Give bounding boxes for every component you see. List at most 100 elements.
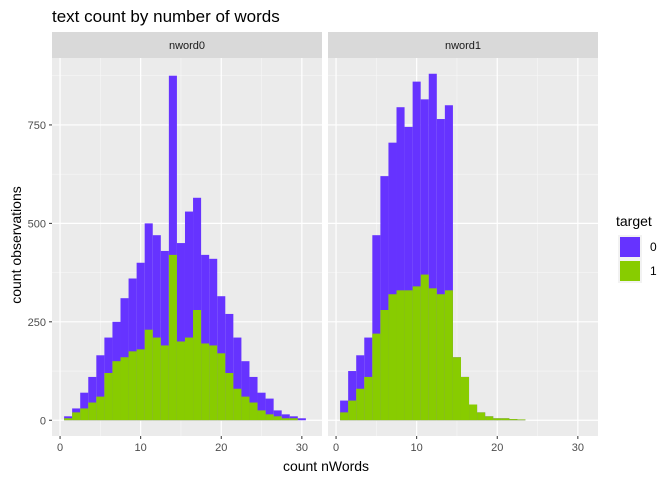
bar-target-1 — [364, 376, 373, 421]
bar-target-1 — [72, 412, 81, 421]
x-tick-label: 0 — [57, 442, 63, 454]
bar-target-1 — [493, 418, 502, 421]
facet-strip-label: nword1 — [445, 40, 481, 52]
bar-target-0 — [428, 73, 437, 421]
bar-target-1 — [104, 373, 113, 421]
facet-strip — [328, 32, 598, 58]
bar-target-0 — [128, 278, 137, 421]
bar-target-1 — [112, 361, 121, 421]
legend-item-0: 0 — [618, 235, 657, 259]
bar-target-0 — [404, 126, 413, 421]
bar-target-1 — [257, 410, 266, 421]
bar-target-1 — [452, 357, 461, 421]
bar-target-0 — [168, 75, 177, 421]
bar-target-1 — [517, 419, 526, 421]
legend-item-1: 1 — [618, 259, 657, 283]
bar-target-0 — [160, 250, 169, 421]
x-tick-label: 10 — [135, 442, 147, 454]
bar-target-0 — [249, 376, 258, 421]
bar-target-0 — [297, 418, 306, 421]
bar-target-0 — [273, 410, 282, 421]
bars — [340, 73, 526, 421]
y-axis-title: count observations — [8, 186, 24, 304]
y-axis: 0 250 500 750 — [28, 120, 52, 427]
bar-target-1 — [217, 353, 226, 421]
bar-target-1 — [340, 412, 349, 421]
bar-target-0 — [96, 355, 105, 421]
x-axis-title: count nWords — [283, 458, 369, 474]
legend-title: target — [616, 213, 652, 229]
bar-target-1 — [128, 351, 137, 421]
bar-target-1 — [509, 419, 518, 421]
bar-target-1 — [168, 254, 177, 421]
bar-target-0 — [281, 414, 290, 421]
bar-target-0 — [372, 235, 381, 421]
bar-target-1 — [273, 416, 282, 421]
bar-target-1 — [436, 294, 445, 421]
x-tick-label: 10 — [411, 442, 423, 454]
bar-target-0 — [80, 392, 89, 421]
legend-swatch — [620, 237, 640, 257]
bar-target-1 — [64, 418, 73, 421]
bar-target-0 — [348, 371, 357, 421]
bar-target-0 — [176, 243, 185, 421]
bar-target-1 — [88, 402, 97, 421]
bar-target-1 — [372, 333, 381, 421]
bar-target-1 — [477, 412, 486, 421]
panel-nword0: nword0 0 10 20 30 0 250 500 750 — [28, 32, 322, 454]
bar-target-1 — [412, 286, 421, 421]
bar-target-1 — [348, 400, 357, 421]
bar-target-1 — [428, 288, 437, 421]
chart-title: text count by number of words — [52, 7, 280, 26]
bar-target-0 — [136, 262, 145, 421]
bar-target-0 — [225, 313, 234, 421]
bar-target-0 — [412, 81, 421, 421]
bar-target-1 — [241, 396, 250, 421]
bar-target-0 — [380, 176, 389, 421]
legend-label: 1 — [650, 264, 657, 278]
bar-target-1 — [444, 290, 453, 421]
bar-target-1 — [356, 388, 365, 421]
bar-target-1 — [193, 310, 202, 421]
bar-target-1 — [184, 337, 194, 421]
y-tick-label: 250 — [28, 317, 46, 329]
facet-strip-label: nword0 — [169, 40, 205, 52]
bar-target-1 — [265, 414, 274, 421]
bar-target-0 — [388, 142, 397, 421]
x-tick-label: 0 — [333, 442, 339, 454]
bar-target-1 — [233, 388, 242, 421]
y-tick-label: 0 — [40, 415, 46, 427]
legend-swatch — [620, 261, 640, 281]
bar-target-1 — [152, 337, 161, 421]
legend-label: 0 — [650, 240, 657, 254]
bar-target-1 — [469, 404, 478, 421]
bar-target-0 — [152, 235, 161, 421]
bar-target-1 — [160, 345, 169, 421]
bar-target-1 — [120, 357, 129, 421]
bar-target-0 — [144, 223, 153, 421]
bar-target-1 — [209, 345, 218, 421]
bar-target-0 — [257, 392, 266, 421]
bar-target-1 — [176, 341, 185, 421]
y-tick-label: 500 — [28, 218, 46, 230]
bar-target-1 — [501, 418, 510, 421]
x-tick-label: 20 — [215, 442, 227, 454]
bar-target-1 — [485, 416, 494, 421]
x-tick-label: 30 — [296, 442, 308, 454]
bar-target-1 — [380, 310, 389, 421]
bar-target-0 — [265, 398, 274, 421]
legend: target 0 1 — [616, 213, 657, 283]
bar-target-0 — [241, 361, 250, 421]
bar-target-0 — [201, 254, 210, 421]
panel-nword1: nword1 0 10 20 30 — [328, 32, 598, 454]
bar-target-1 — [388, 294, 397, 421]
bar-target-1 — [96, 396, 105, 421]
bar-target-0 — [233, 337, 242, 421]
bar-target-1 — [281, 418, 290, 421]
bars — [64, 75, 306, 421]
x-tick-label: 20 — [491, 442, 503, 454]
facet-strip — [52, 32, 322, 58]
x-axis: 0 10 20 30 — [333, 436, 584, 454]
bar-target-0 — [209, 258, 218, 421]
